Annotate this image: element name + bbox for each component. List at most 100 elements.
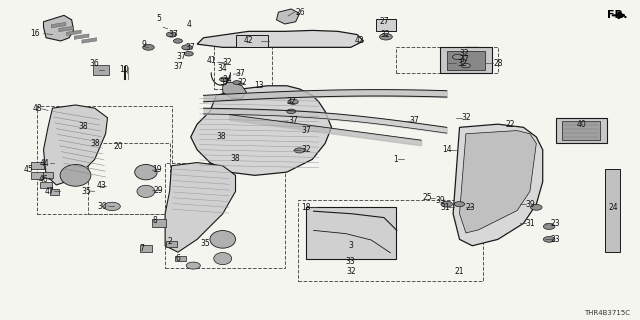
Text: 22: 22 bbox=[506, 120, 515, 129]
Polygon shape bbox=[447, 51, 485, 70]
Bar bbox=[166, 241, 177, 247]
Text: 39: 39 bbox=[525, 200, 535, 209]
Text: 32: 32 bbox=[286, 97, 296, 106]
Text: 40: 40 bbox=[576, 120, 586, 129]
Text: 35: 35 bbox=[200, 239, 210, 248]
Polygon shape bbox=[44, 15, 74, 41]
Text: 38: 38 bbox=[216, 132, 226, 141]
Text: 32: 32 bbox=[301, 145, 311, 154]
Circle shape bbox=[233, 81, 241, 84]
Polygon shape bbox=[306, 207, 396, 259]
Text: 32: 32 bbox=[346, 267, 356, 276]
Text: 43: 43 bbox=[96, 181, 106, 190]
Polygon shape bbox=[453, 124, 543, 246]
Bar bbox=[396, 47, 498, 73]
Text: 6: 6 bbox=[175, 254, 180, 263]
Text: 32: 32 bbox=[237, 78, 247, 87]
Text: 31: 31 bbox=[525, 219, 535, 228]
Polygon shape bbox=[376, 19, 396, 31]
Circle shape bbox=[454, 202, 465, 207]
Text: 27: 27 bbox=[379, 17, 389, 26]
Circle shape bbox=[543, 224, 555, 229]
Text: 46: 46 bbox=[38, 175, 49, 184]
Text: 30: 30 bbox=[97, 202, 108, 211]
Text: 41: 41 bbox=[206, 56, 216, 65]
Ellipse shape bbox=[214, 252, 232, 265]
Circle shape bbox=[166, 32, 177, 37]
Circle shape bbox=[380, 34, 392, 40]
Text: 38: 38 bbox=[90, 139, 100, 148]
Polygon shape bbox=[447, 47, 485, 70]
Text: 31: 31 bbox=[440, 203, 450, 212]
Text: 37: 37 bbox=[168, 30, 178, 39]
Text: 42: 42 bbox=[355, 36, 365, 45]
Polygon shape bbox=[440, 47, 492, 73]
Text: 32: 32 bbox=[380, 30, 390, 39]
Bar bbox=[50, 189, 60, 195]
Text: 24: 24 bbox=[608, 203, 618, 212]
Text: 47: 47 bbox=[45, 187, 55, 196]
Text: 37: 37 bbox=[410, 116, 420, 125]
Text: 32: 32 bbox=[459, 49, 469, 58]
Text: 3: 3 bbox=[348, 241, 353, 250]
Polygon shape bbox=[236, 35, 268, 47]
Circle shape bbox=[184, 52, 193, 56]
Text: 32: 32 bbox=[457, 59, 467, 68]
Text: 7: 7 bbox=[140, 244, 145, 253]
Polygon shape bbox=[223, 83, 246, 99]
Text: 16: 16 bbox=[30, 29, 40, 38]
Circle shape bbox=[173, 39, 182, 43]
Text: 45: 45 bbox=[24, 165, 34, 174]
Text: 29: 29 bbox=[154, 186, 164, 195]
Text: 4: 4 bbox=[186, 20, 191, 29]
Polygon shape bbox=[191, 86, 332, 175]
Text: 37: 37 bbox=[301, 126, 311, 135]
Text: 26: 26 bbox=[296, 8, 306, 17]
Text: 10: 10 bbox=[118, 65, 129, 74]
Text: 32: 32 bbox=[461, 113, 471, 122]
Bar bbox=[298, 200, 483, 281]
Circle shape bbox=[182, 45, 192, 50]
Text: 9: 9 bbox=[141, 40, 147, 49]
Text: 37: 37 bbox=[235, 69, 245, 78]
Polygon shape bbox=[460, 131, 536, 233]
Text: 37: 37 bbox=[288, 116, 298, 125]
Text: 23: 23 bbox=[550, 219, 561, 228]
Bar bbox=[43, 172, 53, 178]
Circle shape bbox=[287, 109, 296, 114]
Text: 44: 44 bbox=[40, 159, 50, 168]
Text: 34: 34 bbox=[222, 75, 232, 84]
Polygon shape bbox=[82, 38, 97, 43]
Bar bbox=[37, 106, 172, 214]
Polygon shape bbox=[562, 121, 600, 140]
Polygon shape bbox=[605, 169, 620, 252]
Text: 23: 23 bbox=[465, 203, 476, 212]
Circle shape bbox=[288, 99, 298, 104]
Text: 8: 8 bbox=[152, 216, 157, 225]
Text: 38: 38 bbox=[78, 122, 88, 131]
Bar bbox=[93, 65, 109, 75]
Text: 32: 32 bbox=[222, 58, 232, 67]
Text: 37: 37 bbox=[173, 62, 183, 71]
Circle shape bbox=[220, 77, 228, 82]
Text: 35: 35 bbox=[81, 187, 92, 196]
Polygon shape bbox=[59, 26, 74, 32]
Polygon shape bbox=[276, 9, 300, 24]
Text: 21: 21 bbox=[455, 267, 464, 276]
Text: 33: 33 bbox=[346, 257, 356, 266]
Polygon shape bbox=[51, 22, 66, 28]
Circle shape bbox=[186, 262, 200, 269]
Polygon shape bbox=[44, 105, 108, 185]
Circle shape bbox=[461, 63, 470, 68]
Ellipse shape bbox=[60, 164, 91, 186]
Polygon shape bbox=[197, 30, 364, 47]
Text: 18: 18 bbox=[301, 203, 310, 212]
Bar bbox=[214, 38, 272, 89]
Text: 2: 2 bbox=[167, 237, 172, 246]
Text: 25: 25 bbox=[422, 193, 433, 202]
Text: 28: 28 bbox=[493, 59, 502, 68]
Ellipse shape bbox=[137, 185, 155, 197]
Bar bbox=[31, 172, 43, 179]
Bar bbox=[31, 162, 44, 169]
Polygon shape bbox=[67, 30, 81, 36]
